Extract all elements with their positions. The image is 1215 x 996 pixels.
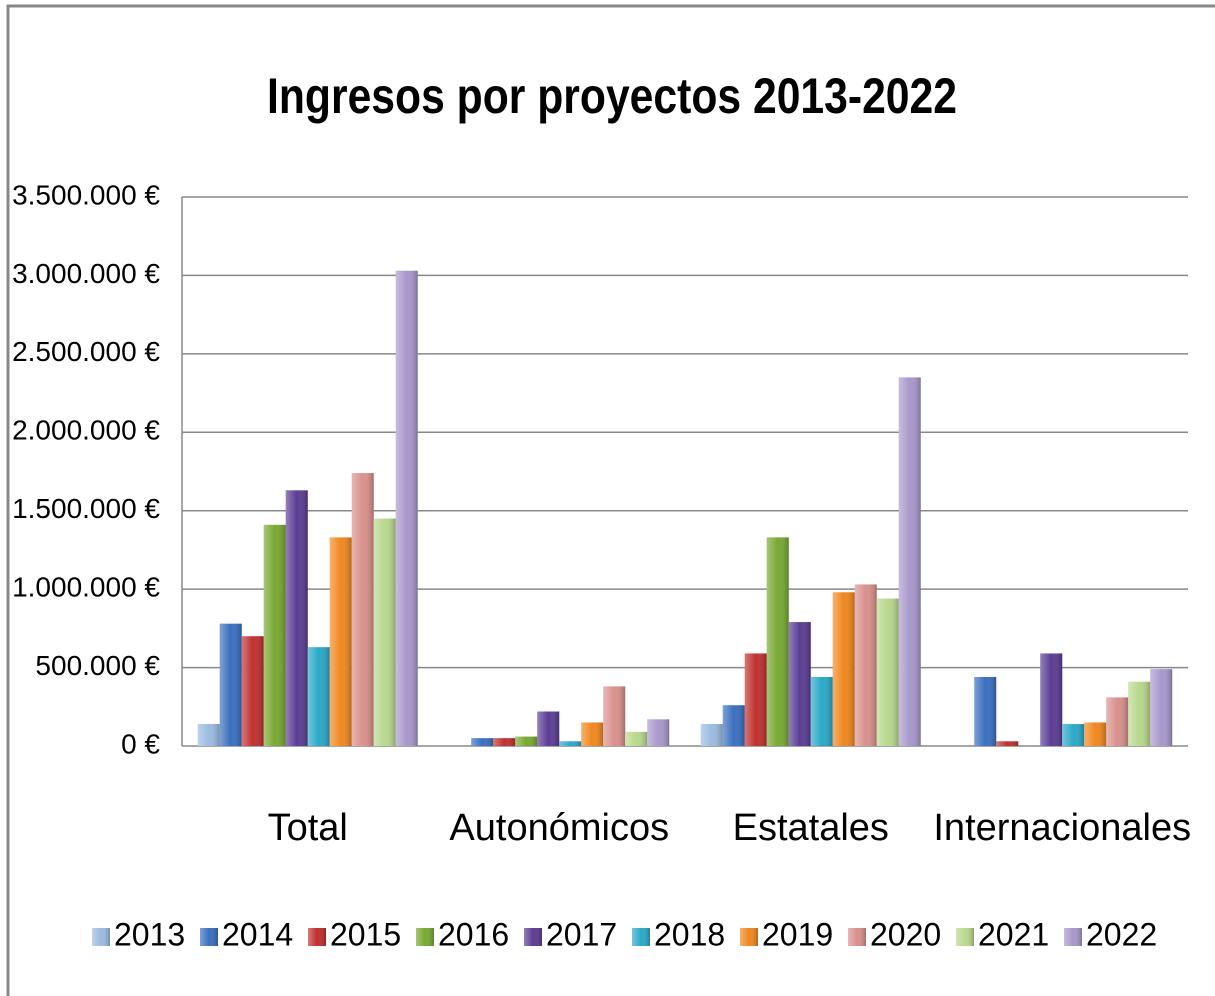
bar-shade	[373, 518, 396, 746]
bar-shade	[1150, 669, 1173, 746]
bar-shade	[263, 524, 286, 746]
legend-swatch-shade	[524, 928, 542, 946]
bar-shade	[351, 473, 374, 746]
y-tick-label: 2.000.000 €	[12, 415, 160, 446]
legend-swatch-shade	[92, 928, 110, 946]
bar-shade	[876, 598, 899, 746]
bar-shade	[1106, 697, 1129, 746]
y-tick-label: 1.000.000 €	[12, 572, 160, 603]
bar-shade	[974, 676, 997, 746]
legend-swatch-shade	[416, 928, 434, 946]
y-tick-label: 3.000.000 €	[12, 258, 160, 289]
bar-shade	[471, 738, 494, 746]
y-tick-label: 2.500.000 €	[12, 336, 160, 367]
legend-swatch-shade	[1064, 928, 1082, 946]
bar-shade	[700, 724, 723, 746]
legend-label: 2021	[978, 916, 1049, 952]
bar-shade	[1128, 681, 1151, 746]
bar-shade	[559, 741, 582, 746]
bar-shade	[1062, 724, 1085, 746]
bar-shade	[996, 741, 1019, 746]
legend-label: 2019	[762, 916, 833, 952]
bar-shade	[307, 647, 330, 746]
x-tick-label: Autonómicos	[449, 807, 669, 849]
bar-shade	[766, 537, 789, 746]
x-tick-label: Total	[268, 807, 348, 849]
bar-shade	[810, 676, 833, 746]
x-tick-label: Estatales	[733, 807, 889, 849]
bar-shade	[832, 592, 855, 746]
legend-swatch-shade	[956, 928, 974, 946]
bar-shade	[493, 738, 516, 746]
legend-swatch-shade	[308, 928, 326, 946]
legend-swatch-shade	[740, 928, 758, 946]
bar-shade	[241, 636, 264, 746]
legend-label: 2016	[438, 916, 509, 952]
legend-label: 2022	[1086, 916, 1157, 952]
legend-label: 2020	[870, 916, 941, 952]
legend-label: 2017	[546, 916, 617, 952]
chart-title: Ingresos por proyectos 2013-2022	[267, 68, 957, 124]
bar-shade	[329, 537, 352, 746]
legend-swatch-shade	[200, 928, 218, 946]
bar-shade	[647, 719, 670, 746]
bar-shade	[1040, 653, 1063, 746]
bar-shade	[197, 724, 220, 746]
y-tick-label: 3.500.000 €	[12, 179, 160, 210]
bar-shade	[744, 653, 767, 746]
legend-label: 2014	[222, 916, 293, 952]
y-tick-label: 0 €	[121, 728, 160, 759]
legend-swatch-shade	[632, 928, 650, 946]
x-tick-label: Internacionales	[933, 807, 1191, 849]
bar-shade	[1084, 722, 1107, 746]
y-tick-label: 500.000 €	[35, 650, 160, 681]
y-tick-label: 1.500.000 €	[12, 493, 160, 524]
bar-shade	[285, 490, 308, 746]
bar-shade	[395, 270, 418, 746]
bar-shade	[515, 736, 538, 746]
chart-border	[6, 4, 1215, 996]
bar-shade	[219, 623, 242, 746]
legend-label: 2013	[114, 916, 185, 952]
bar-shade	[537, 711, 560, 746]
bar-shade	[603, 686, 626, 746]
bar-shade	[898, 377, 921, 746]
bar-shade	[854, 584, 877, 746]
legend-label: 2015	[330, 916, 401, 952]
legend-swatch-shade	[848, 928, 866, 946]
bar-shade	[581, 722, 604, 746]
bar-shade	[722, 705, 745, 746]
bar-shade	[788, 622, 811, 746]
bar-shade	[625, 731, 648, 746]
legend-label: 2018	[654, 916, 725, 952]
